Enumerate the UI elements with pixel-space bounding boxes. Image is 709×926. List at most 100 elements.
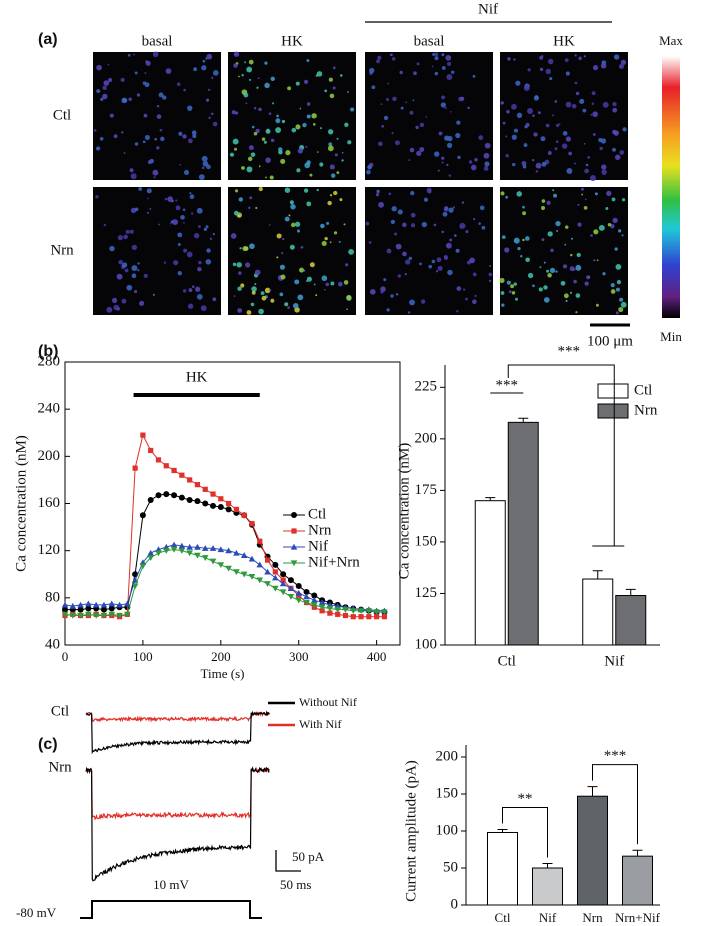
- marker: [334, 607, 341, 613]
- marker: [162, 548, 170, 554]
- cell: [397, 274, 401, 278]
- cell: [596, 259, 599, 262]
- cell: [176, 82, 181, 86]
- cell: [410, 223, 416, 228]
- cell: [276, 233, 282, 239]
- cell: [233, 295, 236, 297]
- cell: [415, 125, 419, 130]
- cell: [541, 161, 547, 167]
- marker: [248, 574, 256, 580]
- cell: [522, 164, 527, 169]
- cell: [93, 129, 97, 132]
- cell: [488, 279, 492, 283]
- cell: [178, 131, 183, 136]
- cell: [400, 106, 404, 110]
- cell: [434, 52, 439, 57]
- marker: [171, 492, 178, 499]
- cell: [177, 270, 183, 276]
- cell: [137, 269, 140, 272]
- marker: [295, 597, 303, 604]
- cell: [260, 291, 265, 296]
- y-tick-label: 150: [415, 533, 438, 549]
- marker: [140, 432, 146, 438]
- cell: [206, 98, 210, 102]
- colorbar: [662, 56, 680, 318]
- x-tick-label: Nif: [604, 653, 624, 669]
- cell: [350, 107, 355, 112]
- cell: [612, 101, 617, 107]
- marker: [178, 548, 186, 554]
- cell: [146, 211, 150, 214]
- cell: [522, 238, 525, 242]
- cell: [402, 251, 407, 257]
- cell: [131, 273, 137, 279]
- cell: [233, 210, 239, 216]
- cell: [233, 63, 238, 68]
- marker: [272, 574, 279, 581]
- cell: [395, 293, 399, 296]
- cell: [397, 209, 403, 215]
- cell: [196, 207, 203, 214]
- cell: [233, 51, 240, 57]
- cell: [618, 307, 624, 313]
- cell: [394, 232, 398, 236]
- cell: [591, 91, 596, 96]
- cell: [446, 163, 449, 167]
- marker: [92, 612, 100, 619]
- cell: [561, 143, 568, 149]
- cell: [380, 290, 384, 294]
- cell: [131, 244, 138, 250]
- marker: [163, 491, 170, 498]
- cell: [202, 59, 206, 63]
- y-axis-label: Ca concentration (nM): [396, 443, 412, 580]
- cell: [211, 112, 214, 115]
- cell: [540, 136, 546, 142]
- marker: [365, 608, 373, 615]
- cell: [270, 138, 275, 143]
- cell: [334, 153, 338, 157]
- cell: [582, 108, 587, 113]
- cell: [182, 134, 187, 139]
- cell: [245, 102, 248, 105]
- cell: [265, 157, 271, 163]
- cell: [120, 77, 125, 82]
- cell: [612, 107, 618, 113]
- cell: [441, 161, 444, 164]
- cell: [432, 52, 436, 56]
- marker: [303, 588, 310, 595]
- cell: [109, 245, 115, 252]
- cell: [251, 290, 256, 295]
- cell: [111, 297, 118, 303]
- cell: [563, 293, 569, 299]
- marker: [303, 593, 310, 600]
- marker: [210, 491, 216, 497]
- cell: [488, 272, 493, 277]
- cell: [200, 305, 207, 312]
- cell: [336, 171, 340, 175]
- cell: [188, 288, 193, 292]
- cell: [593, 229, 599, 235]
- cell: [127, 53, 131, 57]
- cell: [284, 302, 289, 306]
- cell: [408, 159, 411, 161]
- cell: [121, 131, 124, 134]
- cell: [336, 137, 339, 140]
- cell: [264, 82, 270, 89]
- panel-label: (a): [38, 31, 58, 48]
- cell: [122, 262, 128, 268]
- cell: [239, 247, 242, 250]
- cell: [294, 221, 301, 227]
- marker: [279, 589, 287, 596]
- marker: [170, 546, 178, 553]
- marker: [217, 504, 224, 511]
- cell: [240, 283, 245, 288]
- marker: [335, 611, 341, 617]
- cell: [130, 207, 137, 214]
- cell: [341, 159, 344, 162]
- cell: [577, 203, 580, 206]
- marker: [124, 600, 131, 607]
- cell: [124, 268, 129, 273]
- cell: [134, 289, 138, 294]
- cell: [378, 201, 385, 208]
- cell: [205, 259, 212, 265]
